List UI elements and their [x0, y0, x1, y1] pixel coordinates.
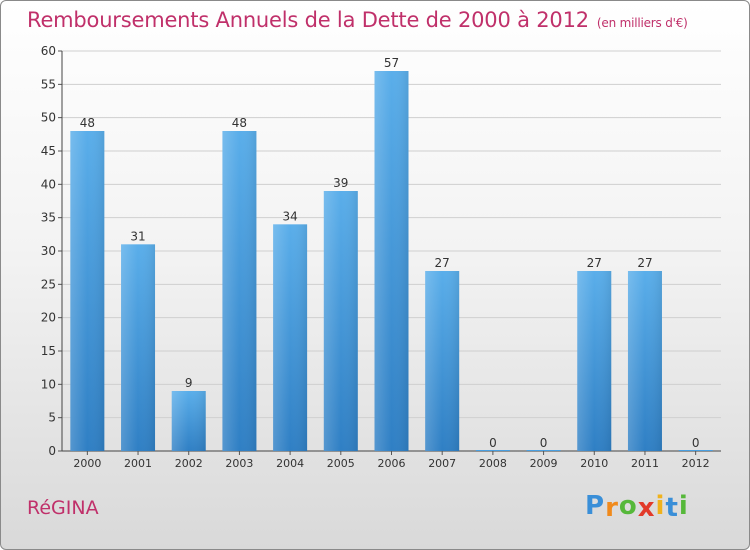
bar-value-label: 57	[384, 56, 399, 70]
bar-value-label: 34	[282, 209, 297, 223]
y-tick-label: 20	[41, 311, 56, 325]
bar-value-label: 0	[540, 436, 548, 450]
bar-value-label: 48	[232, 116, 247, 130]
logo-letter: i	[655, 491, 666, 521]
y-tick-label: 50	[41, 111, 56, 125]
x-tick-label: 2001	[124, 457, 152, 470]
x-tick-label: 2009	[530, 457, 558, 470]
bar-value-label: 9	[185, 376, 193, 390]
logo-letter: o	[618, 491, 638, 521]
y-tick-label: 55	[41, 77, 56, 91]
x-tick-label: 2008	[479, 457, 507, 470]
label-layer: 0 5 10 15 20 25 30 35 40 45 50 55 60 48 2000 31 2001 9 200…	[41, 44, 710, 470]
bar-value-label: 31	[130, 229, 145, 243]
logo-letter: t	[665, 493, 679, 523]
bar-value-label: 48	[80, 116, 95, 130]
logo-letter: P	[585, 491, 606, 521]
y-tick-label: 60	[41, 44, 56, 58]
y-tick-label: 15	[41, 344, 56, 358]
x-tick-label: 2002	[175, 457, 203, 470]
bar-shine	[323, 191, 358, 451]
bar-shine	[222, 131, 257, 451]
bar-value-label: 39	[333, 176, 348, 190]
bar-shine	[70, 131, 105, 451]
chart-title-text: Remboursements Annuels de la Dette de 20…	[27, 8, 589, 32]
chart-unit: (en milliers d'€)	[596, 16, 688, 30]
x-tick-label: 2007	[428, 457, 456, 470]
y-tick-label: 30	[41, 244, 56, 258]
bar-shine	[627, 271, 662, 451]
bar-shine	[577, 271, 612, 451]
y-tick-label: 25	[41, 277, 56, 291]
chart-title: Remboursements Annuels de la Dette de 20…	[27, 8, 688, 32]
y-tick-label: 5	[48, 411, 56, 425]
proxiti-logo: Proxiti	[585, 491, 689, 523]
bar-shine	[425, 271, 460, 451]
x-tick-label: 2006	[378, 457, 406, 470]
x-tick-label: 2012	[682, 457, 710, 470]
x-tick-label: 2003	[225, 457, 253, 470]
bar-shine	[273, 224, 308, 451]
y-tick-label: 40	[41, 177, 56, 191]
bar-value-label: 0	[489, 436, 497, 450]
x-tick-label: 2005	[327, 457, 355, 470]
bar-value-label: 0	[692, 436, 700, 450]
y-tick-label: 35	[41, 211, 56, 225]
bar-layer	[70, 71, 713, 451]
city-name: RéGINA	[27, 497, 99, 519]
x-tick-label: 2011	[631, 457, 659, 470]
y-tick-label: 45	[41, 144, 56, 158]
bar-value-label: 27	[587, 256, 602, 270]
logo-letter: i	[678, 491, 689, 521]
bar-value-label: 27	[637, 256, 652, 270]
bar-shine	[374, 71, 409, 451]
bar-shine	[171, 391, 206, 451]
bar-shine	[121, 244, 156, 451]
logo-letter: x	[637, 493, 656, 523]
logo-letter: r	[605, 493, 619, 523]
y-tick-label: 0	[48, 444, 56, 458]
x-tick-label: 2000	[73, 457, 101, 470]
y-tick-label: 10	[41, 377, 56, 391]
bar-value-label: 27	[435, 256, 450, 270]
x-tick-label: 2010	[580, 457, 608, 470]
x-tick-label: 2004	[276, 457, 304, 470]
